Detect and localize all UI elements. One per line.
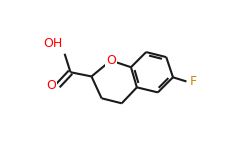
- Text: F: F: [190, 75, 197, 88]
- Text: OH: OH: [44, 37, 63, 50]
- Text: O: O: [46, 79, 56, 92]
- Text: O: O: [106, 54, 116, 67]
